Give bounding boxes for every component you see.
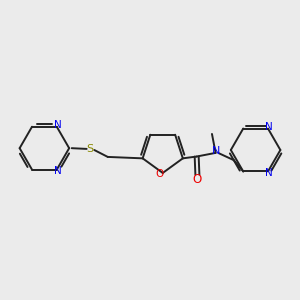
Text: N: N xyxy=(265,168,273,178)
Text: N: N xyxy=(265,122,273,132)
Text: N: N xyxy=(54,166,61,176)
Text: N: N xyxy=(54,120,61,130)
Text: N: N xyxy=(212,146,220,156)
Text: O: O xyxy=(155,169,164,179)
Text: S: S xyxy=(87,144,94,154)
Text: O: O xyxy=(193,173,202,186)
